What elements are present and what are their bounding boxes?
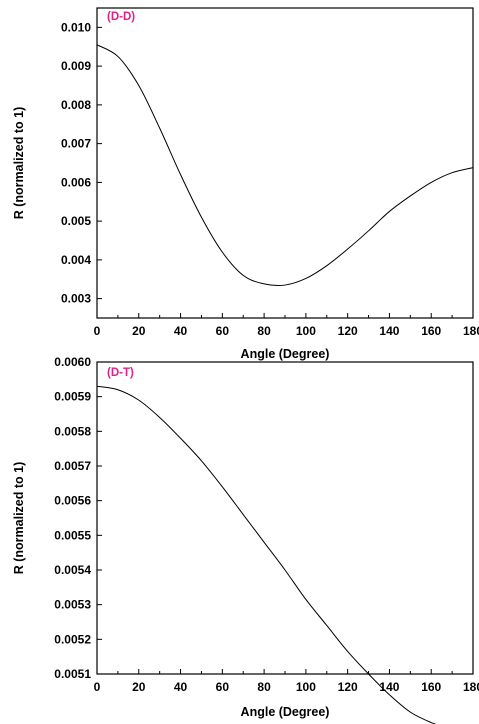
y-tick-label: 0.0052 — [54, 632, 91, 646]
x-axis-title: Angle (Degree) — [241, 705, 330, 719]
x-tick-label: 120 — [338, 680, 358, 694]
x-tick-label: 20 — [132, 324, 146, 338]
x-tick-label: 160 — [421, 324, 441, 338]
y-tick-label: 0.005 — [61, 214, 91, 228]
x-tick-label: 0 — [94, 680, 101, 694]
y-tick-label: 0.0054 — [54, 563, 91, 577]
y-axis-ticks: 0.0051 0.0052 0.0053 0.0054 0.0055 0.0056 0.00… — [54, 355, 102, 681]
chart-panel-dd: 0.003 0.004 0.005 0.006 0.007 0.008 0.009 0.010… — [12, 7, 479, 361]
x-axis-ticks: 0 20 40 60 80 100 120 140 160 180 — [94, 313, 479, 338]
series-line — [96, 44, 474, 287]
y-tick-label: 0.0056 — [54, 494, 91, 508]
x-tick-label: 100 — [296, 324, 316, 338]
plot-frame — [96, 361, 474, 675]
y-tick-label: 0.009 — [61, 59, 91, 73]
y-tick-label: 0.0058 — [54, 424, 91, 438]
x-tick-label: 120 — [338, 324, 358, 338]
y-axis-title: R (normalized to 1) — [12, 107, 26, 220]
y-axis-ticks: 0.003 0.004 0.005 0.006 0.007 0.008 0.009 0.010 — [61, 20, 102, 306]
x-tick-label: 40 — [174, 680, 188, 694]
y-tick-label: 0.010 — [61, 20, 91, 34]
x-tick-label: 180 — [463, 680, 479, 694]
y-tick-label: 0.0057 — [54, 459, 91, 473]
y-tick-label: 0.004 — [61, 253, 91, 267]
x-tick-label: 100 — [296, 680, 316, 694]
y-tick-label: 0.0060 — [54, 355, 91, 369]
x-tick-label: 60 — [216, 324, 230, 338]
x-tick-label: 20 — [132, 680, 146, 694]
x-tick-label: 0 — [94, 324, 101, 338]
chart-panel-dt: 0.0051 0.0052 0.0053 0.0054 0.0055 0.0056 0.00… — [12, 355, 479, 724]
panel-annotation: (D-D) — [107, 11, 135, 23]
x-tick-label: 60 — [216, 680, 230, 694]
y-tick-label: 0.008 — [61, 98, 91, 112]
x-tick-label: 140 — [379, 680, 399, 694]
panel-annotation: (D-T) — [107, 367, 134, 379]
x-tick-label: 40 — [174, 324, 188, 338]
y-tick-label: 0.0051 — [54, 667, 91, 681]
y-tick-label: 0.003 — [61, 292, 91, 306]
plot-frame — [96, 7, 474, 319]
y-tick-label: 0.0055 — [54, 528, 91, 542]
x-tick-label: 180 — [463, 324, 479, 338]
x-tick-label: 80 — [257, 324, 271, 338]
y-tick-label: 0.0053 — [54, 598, 91, 612]
series-line — [96, 385, 437, 724]
x-tick-label: 140 — [379, 324, 399, 338]
y-tick-label: 0.0059 — [54, 390, 91, 404]
y-tick-label: 0.007 — [61, 137, 91, 151]
x-axis-ticks: 0 20 40 60 80 100 120 140 160 180 — [94, 669, 479, 694]
x-tick-label: 80 — [257, 680, 271, 694]
y-axis-title: R (normalized to 1) — [12, 462, 26, 575]
x-tick-label: 160 — [421, 680, 441, 694]
y-tick-label: 0.006 — [61, 175, 91, 189]
x-axis-title: Angle (Degree) — [241, 347, 330, 361]
